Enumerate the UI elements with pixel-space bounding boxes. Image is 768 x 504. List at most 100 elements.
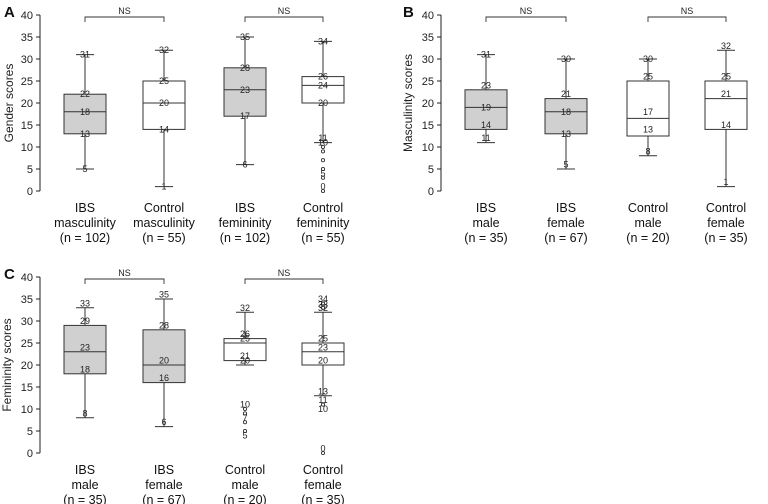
value-annotation: 34 xyxy=(318,36,328,46)
value-annotation: 10 xyxy=(318,138,328,148)
iqr-box xyxy=(626,80,670,137)
value-annotation: 25 xyxy=(318,334,328,344)
value-annotation: 23 xyxy=(481,80,491,90)
panel-letter: B xyxy=(403,4,414,21)
value-annotation: 14 xyxy=(721,120,731,130)
category-label-line1: IBS xyxy=(154,463,174,477)
value-annotation: 28 xyxy=(240,63,250,73)
value-annotation: 35 xyxy=(240,32,250,42)
category-label-line1: IBS xyxy=(235,201,255,215)
value-annotation: 20 xyxy=(240,356,250,366)
category-label-line3: (n = 102) xyxy=(220,231,270,245)
y-axis-label: Masculinity scores xyxy=(401,54,415,152)
value-annotation: 32 xyxy=(159,45,169,55)
value-annotation: 35 xyxy=(159,290,169,300)
panel-letter: C xyxy=(4,266,15,283)
category-label-line1: Control xyxy=(303,463,343,477)
value-annotation: 17 xyxy=(240,111,250,121)
bracket-label: NS xyxy=(118,6,131,16)
outlier-point xyxy=(320,301,326,306)
bracket-line xyxy=(244,16,324,22)
value-annotation: 11 xyxy=(318,395,327,405)
y-tick-label: 20 xyxy=(21,98,33,110)
value-annotation: 34 xyxy=(318,294,328,304)
y-tick-label: 25 xyxy=(21,338,33,350)
bracket-label: NS xyxy=(278,268,291,278)
outlier-point xyxy=(242,411,248,416)
value-annotation: 8 xyxy=(645,146,650,156)
y-tick-label: 35 xyxy=(422,32,434,44)
value-annotation: 20 xyxy=(159,356,169,366)
value-annotation: 25 xyxy=(159,76,169,86)
y-tick-label: 35 xyxy=(21,294,33,306)
value-annotation: 21 xyxy=(240,351,250,361)
value-annotation: 33 xyxy=(80,298,90,308)
value-annotation: 33 xyxy=(318,300,328,310)
iqr-box xyxy=(63,93,107,135)
outlier-point xyxy=(242,420,248,425)
significance-bracket: NS xyxy=(485,6,567,22)
y-tick-label: 40 xyxy=(21,10,33,22)
value-annotation: 23 xyxy=(318,342,328,352)
iqr-box xyxy=(223,67,267,117)
y-tick-label: 15 xyxy=(422,120,434,132)
iqr-box xyxy=(63,324,107,375)
category-label-line3: (n = 55) xyxy=(301,231,344,245)
value-annotation: 29 xyxy=(80,316,90,326)
outlier-point xyxy=(320,175,326,180)
value-annotation: 23 xyxy=(80,342,90,352)
value-annotation: 20 xyxy=(318,98,328,108)
y-tick-label: 40 xyxy=(21,272,33,284)
value-annotation: 20 xyxy=(318,356,328,366)
value-annotation: 21 xyxy=(721,89,731,99)
y-axis-label: Femininity scores xyxy=(0,318,14,411)
outlier-point xyxy=(320,450,326,456)
bracket-line xyxy=(84,278,165,284)
iqr-box xyxy=(301,342,345,366)
category-label-line3: (n = 55) xyxy=(142,231,185,245)
category-label-line3: (n = 35) xyxy=(63,493,106,504)
category-label-line2: female xyxy=(707,216,745,230)
value-annotation: 16 xyxy=(159,373,169,383)
category-label-line2: male xyxy=(634,216,661,230)
category-label-line1: IBS xyxy=(75,463,95,477)
value-annotation: 6 xyxy=(242,160,247,170)
y-tick-label: 25 xyxy=(422,76,434,88)
value-annotation: 8 xyxy=(82,408,87,418)
y-tick-label: 10 xyxy=(21,404,33,416)
value-annotation: 13 xyxy=(561,129,571,139)
value-annotation: 5 xyxy=(242,430,247,440)
value-annotation: 0 xyxy=(320,182,325,192)
category-label-line2: masculinity xyxy=(133,216,196,230)
y-tick-label: 0 xyxy=(27,186,33,198)
y-tick-label: 30 xyxy=(21,316,33,328)
category-label-line2: male xyxy=(231,478,258,492)
category-label-line1: IBS xyxy=(556,201,576,215)
significance-bracket: NS xyxy=(244,268,324,284)
value-annotation: 21 xyxy=(561,89,571,99)
bracket-label: NS xyxy=(681,6,694,16)
value-annotation: 32 xyxy=(318,303,328,313)
value-annotation: 13 xyxy=(643,124,653,134)
y-tick-label: 5 xyxy=(428,164,434,176)
category-label-line2: femininity xyxy=(219,216,273,230)
y-tick-label: 20 xyxy=(422,98,434,110)
panel-letter: A xyxy=(4,4,15,21)
value-annotation: 32 xyxy=(240,303,250,313)
y-tick-label: 0 xyxy=(27,448,33,460)
category-label-line2: femininity xyxy=(297,216,351,230)
value-annotation: 23 xyxy=(240,85,250,95)
category-label-line2: female xyxy=(145,478,183,492)
